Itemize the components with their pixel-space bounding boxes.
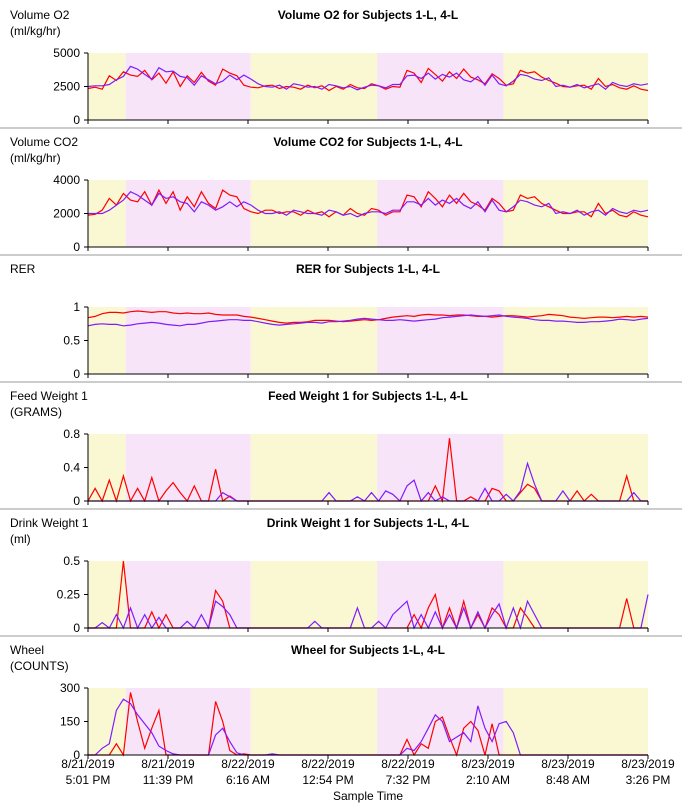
light-period-band <box>503 434 648 501</box>
y-tick-label: 2500 <box>53 80 80 94</box>
y-tick-label: 0 <box>73 621 80 635</box>
light-period-band <box>503 180 648 247</box>
chart-title: Wheel for Subjects 1-L, 4-L <box>291 643 445 657</box>
y-axis-label: (ml/kg/hr) <box>10 24 61 38</box>
y-tick-label: 5000 <box>53 46 80 60</box>
y-axis-label: Volume CO2 <box>10 135 78 149</box>
chart-title: Volume O2 for Subjects 1-L, 4-L <box>278 8 458 22</box>
y-tick-label: 0 <box>73 748 80 762</box>
dark-period-band <box>125 434 251 501</box>
y-tick-label: 0 <box>73 494 80 508</box>
x-tick-label-time: 5:01 PM <box>66 773 111 787</box>
x-tick-label-date: 8/23/2019 <box>621 757 675 771</box>
y-tick-label: 0 <box>73 367 80 381</box>
chart-title: Feed Weight 1 for Subjects 1-L, 4-L <box>268 389 468 403</box>
dark-period-band <box>377 688 504 755</box>
x-tick-label-date: 8/22/2019 <box>381 757 435 771</box>
y-axis-label: Wheel <box>10 643 44 657</box>
x-tick-label-date: 8/21/2019 <box>141 757 195 771</box>
y-axis-label: (ml) <box>10 532 31 546</box>
series-line-4-l <box>87 65 649 91</box>
y-tick-label: 0 <box>73 240 80 254</box>
light-period-band <box>503 688 648 755</box>
chart-panel-5: Drink Weight 1 for Subjects 1-L, 4-L Drin… <box>0 508 682 635</box>
chart-panel-4: Feed Weight 1 for Subjects 1-L, 4-L Feed … <box>0 381 682 508</box>
chart-panel-3: RER for Subjects 1-L, 4-L RER 0 0.5 1 <box>0 254 682 381</box>
y-tick-label: 150 <box>60 715 80 729</box>
series-line-4-l <box>88 190 649 218</box>
light-period-band <box>88 307 126 374</box>
x-tick-label-time: 7:32 PM <box>386 773 431 787</box>
y-tick-label: 0.5 <box>63 554 80 568</box>
dark-period-band <box>125 307 251 374</box>
series-line-1-l <box>87 188 649 218</box>
x-tick-label-date: 8/22/2019 <box>221 757 275 771</box>
x-tick-label-date: 8/22/2019 <box>301 757 355 771</box>
x-tick-label-time: 11:39 PM <box>143 773 193 787</box>
chart-title: Volume CO2 for Subjects 1-L, 4-L <box>273 135 462 149</box>
x-tick-label-time: 8:48 AM <box>546 773 590 787</box>
light-period-band <box>250 434 378 501</box>
y-axis-label: (GRAMS) <box>10 405 62 419</box>
dark-period-band <box>377 180 504 247</box>
light-period-band <box>250 561 378 628</box>
y-tick-label: 300 <box>60 681 80 695</box>
y-tick-label: 0.4 <box>63 461 80 475</box>
y-tick-label: 0 <box>73 113 80 127</box>
light-period-band <box>503 561 648 628</box>
y-axis-label: (ml/kg/hr) <box>10 151 61 165</box>
light-period-band <box>88 53 126 120</box>
chart-title: Drink Weight 1 for Subjects 1-L, 4-L <box>267 516 469 530</box>
y-axis-label: Volume O2 <box>10 8 70 22</box>
y-axis-label: Feed Weight 1 <box>10 389 88 403</box>
y-tick-label: 0.8 <box>63 427 80 441</box>
dark-period-band <box>125 180 251 247</box>
x-axis-title: Sample Time <box>333 789 403 803</box>
y-axis-label: (COUNTS) <box>10 659 69 673</box>
y-tick-label: 4000 <box>53 173 80 187</box>
x-tick-label-date: 8/21/2019 <box>61 757 115 771</box>
chart-panel-1: Volume O2 for Subjects 1-L, 4-L Volume O2… <box>10 8 649 127</box>
x-tick-label-time: 12:54 PM <box>302 773 353 787</box>
dark-period-band <box>377 434 504 501</box>
series-line-4-l <box>87 314 649 327</box>
y-axis-label: Drink Weight 1 <box>10 516 89 530</box>
x-tick-label-time: 3:26 PM <box>626 773 671 787</box>
light-period-band <box>88 688 126 755</box>
light-period-band <box>250 307 378 374</box>
series-line-1-l <box>87 310 649 324</box>
chart-panel-6: Wheel for Subjects 1-L, 4-L Wheel (COUNTS)… <box>0 635 682 762</box>
y-tick-label: 0.5 <box>63 334 80 348</box>
x-tick-label-date: 8/23/2019 <box>461 757 515 771</box>
y-tick-label: 0.25 <box>57 588 81 602</box>
chart-panel-2: Volume CO2 for Subjects 1-L, 4-L Volume C… <box>0 127 682 254</box>
y-tick-label: 1 <box>73 300 80 314</box>
dark-period-band <box>125 53 251 120</box>
light-period-band <box>250 688 378 755</box>
x-tick-label-time: 2:10 AM <box>466 773 510 787</box>
x-tick-label-date: 8/23/2019 <box>541 757 595 771</box>
chart-title: RER for Subjects 1-L, 4-L <box>296 262 440 276</box>
y-axis-label: RER <box>10 262 36 276</box>
y-tick-label: 2000 <box>53 207 80 221</box>
x-tick-label-time: 6:16 AM <box>226 773 270 787</box>
